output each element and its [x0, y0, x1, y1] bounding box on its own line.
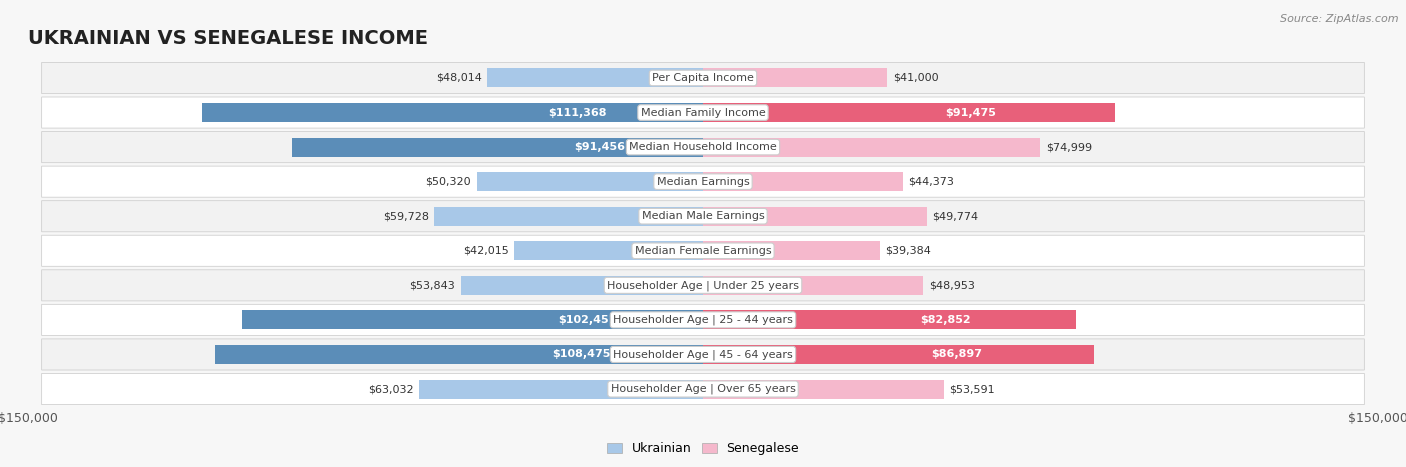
Text: Householder Age | Under 25 years: Householder Age | Under 25 years [607, 280, 799, 290]
Text: Householder Age | 25 - 44 years: Householder Age | 25 - 44 years [613, 315, 793, 325]
Bar [461, 276, 703, 295]
Text: $42,015: $42,015 [463, 246, 509, 256]
Text: $108,475: $108,475 [551, 349, 610, 360]
Bar [515, 241, 703, 260]
Text: Median Earnings: Median Earnings [657, 177, 749, 187]
Text: Median Household Income: Median Household Income [628, 142, 778, 152]
FancyBboxPatch shape [42, 339, 1364, 370]
Bar [434, 207, 703, 226]
Text: $111,368: $111,368 [548, 107, 607, 118]
Legend: Ukrainian, Senegalese: Ukrainian, Senegalese [607, 442, 799, 455]
Text: $50,320: $50,320 [426, 177, 471, 187]
Text: $53,843: $53,843 [409, 280, 456, 290]
Bar [419, 380, 703, 398]
Text: $91,456: $91,456 [575, 142, 626, 152]
Bar [703, 380, 943, 398]
Text: $48,953: $48,953 [928, 280, 974, 290]
Text: $53,591: $53,591 [949, 384, 995, 394]
Text: Householder Age | Over 65 years: Householder Age | Over 65 years [610, 384, 796, 394]
Text: $82,852: $82,852 [920, 315, 970, 325]
Text: $49,774: $49,774 [932, 211, 979, 221]
Bar [703, 276, 924, 295]
FancyBboxPatch shape [42, 235, 1364, 266]
Bar [703, 138, 1040, 156]
Bar [477, 172, 703, 191]
Text: $48,014: $48,014 [436, 73, 482, 83]
Text: $102,451: $102,451 [558, 315, 617, 325]
Text: Per Capita Income: Per Capita Income [652, 73, 754, 83]
Text: $63,032: $63,032 [368, 384, 413, 394]
Text: Median Female Earnings: Median Female Earnings [634, 246, 772, 256]
Text: Householder Age | 45 - 64 years: Householder Age | 45 - 64 years [613, 349, 793, 360]
Bar [703, 103, 1115, 122]
Text: $41,000: $41,000 [893, 73, 938, 83]
FancyBboxPatch shape [42, 374, 1364, 404]
Text: $86,897: $86,897 [932, 349, 983, 360]
FancyBboxPatch shape [42, 304, 1364, 335]
Bar [703, 241, 880, 260]
Text: $91,475: $91,475 [945, 107, 995, 118]
Text: $39,384: $39,384 [886, 246, 931, 256]
Bar [486, 69, 703, 87]
Text: $59,728: $59,728 [382, 211, 429, 221]
Bar [703, 311, 1076, 329]
Bar [242, 311, 703, 329]
Text: $74,999: $74,999 [1046, 142, 1092, 152]
Bar [703, 207, 927, 226]
Text: Source: ZipAtlas.com: Source: ZipAtlas.com [1281, 14, 1399, 24]
Text: $44,373: $44,373 [908, 177, 953, 187]
Bar [202, 103, 703, 122]
FancyBboxPatch shape [42, 63, 1364, 93]
Text: Median Family Income: Median Family Income [641, 107, 765, 118]
FancyBboxPatch shape [42, 132, 1364, 163]
FancyBboxPatch shape [42, 201, 1364, 232]
Bar [703, 172, 903, 191]
Bar [291, 138, 703, 156]
Bar [703, 345, 1094, 364]
FancyBboxPatch shape [42, 166, 1364, 197]
FancyBboxPatch shape [42, 97, 1364, 128]
Text: Median Male Earnings: Median Male Earnings [641, 211, 765, 221]
Text: UKRAINIAN VS SENEGALESE INCOME: UKRAINIAN VS SENEGALESE INCOME [28, 29, 427, 48]
Bar [703, 69, 887, 87]
Bar [215, 345, 703, 364]
FancyBboxPatch shape [42, 270, 1364, 301]
